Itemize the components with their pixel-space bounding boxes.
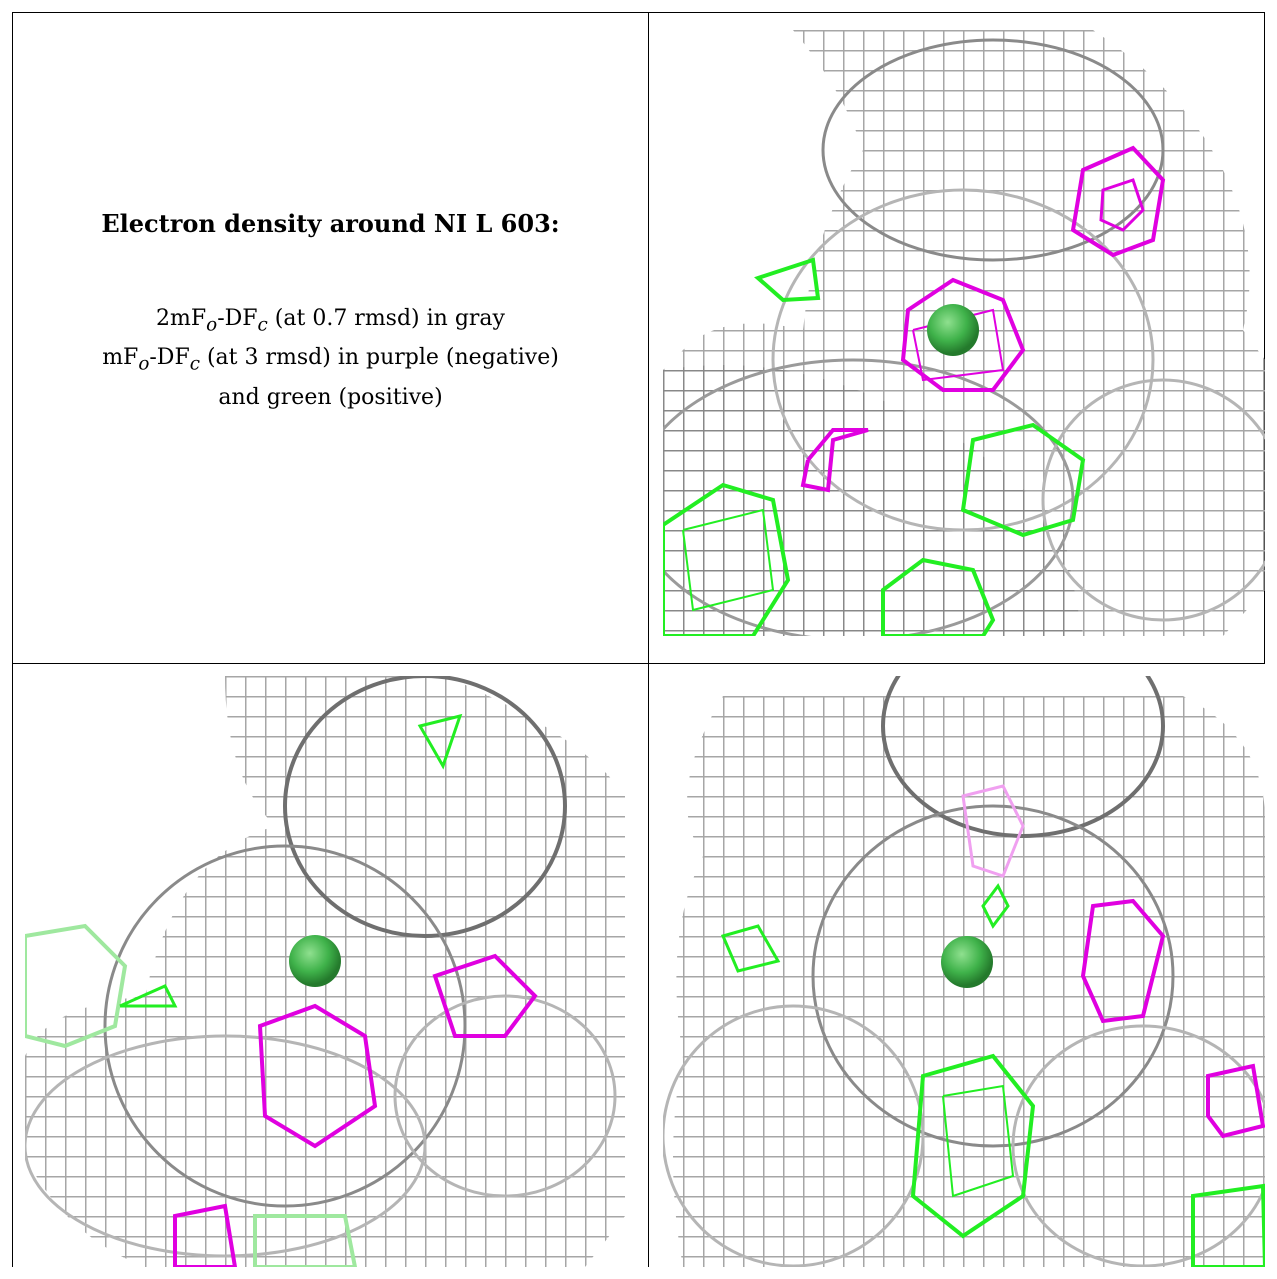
figure-title: Electron density around NI L 603:	[101, 209, 560, 238]
density-panel-1	[663, 30, 1265, 636]
density-map-3	[663, 676, 1265, 1267]
legend-line-fofc-positive: and green (positive)	[218, 384, 443, 410]
grid-border-right	[1264, 12, 1265, 663]
density-panel-3	[663, 676, 1265, 1267]
density-map-2	[25, 676, 625, 1267]
caption-cell: Electron density around NI L 603: 2mFo-D…	[13, 13, 648, 663]
figure-grid	[12, 12, 1265, 1267]
legend-line-fofc-negative: mFo-DFc (at 3 rmsd) in purple (negative)	[102, 345, 559, 375]
grid-divider-vertical	[648, 12, 649, 1267]
grid-divider-horizontal	[12, 663, 1265, 664]
legend-line-2fofc: 2mFo-DFc (at 0.7 rmsd) in gray	[156, 306, 505, 336]
legend: 2mFo-DFc (at 0.7 rmsd) in gray mFo-DFc (…	[102, 302, 559, 414]
density-map-1	[663, 30, 1265, 636]
density-panel-2	[25, 676, 633, 1267]
